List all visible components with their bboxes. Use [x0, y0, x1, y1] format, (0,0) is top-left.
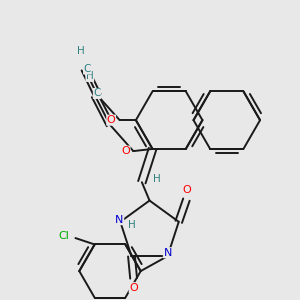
Text: Cl: Cl — [58, 231, 69, 241]
Text: C: C — [84, 64, 91, 74]
Text: N: N — [115, 215, 124, 225]
Text: C: C — [93, 88, 101, 98]
Text: H: H — [153, 174, 161, 184]
Text: O: O — [121, 146, 130, 156]
Text: H: H — [86, 71, 94, 81]
Text: N: N — [164, 248, 172, 258]
Text: O: O — [129, 283, 138, 293]
Text: O: O — [182, 185, 191, 195]
Text: H: H — [77, 46, 85, 56]
Text: H: H — [128, 220, 136, 230]
Text: O: O — [107, 115, 116, 125]
